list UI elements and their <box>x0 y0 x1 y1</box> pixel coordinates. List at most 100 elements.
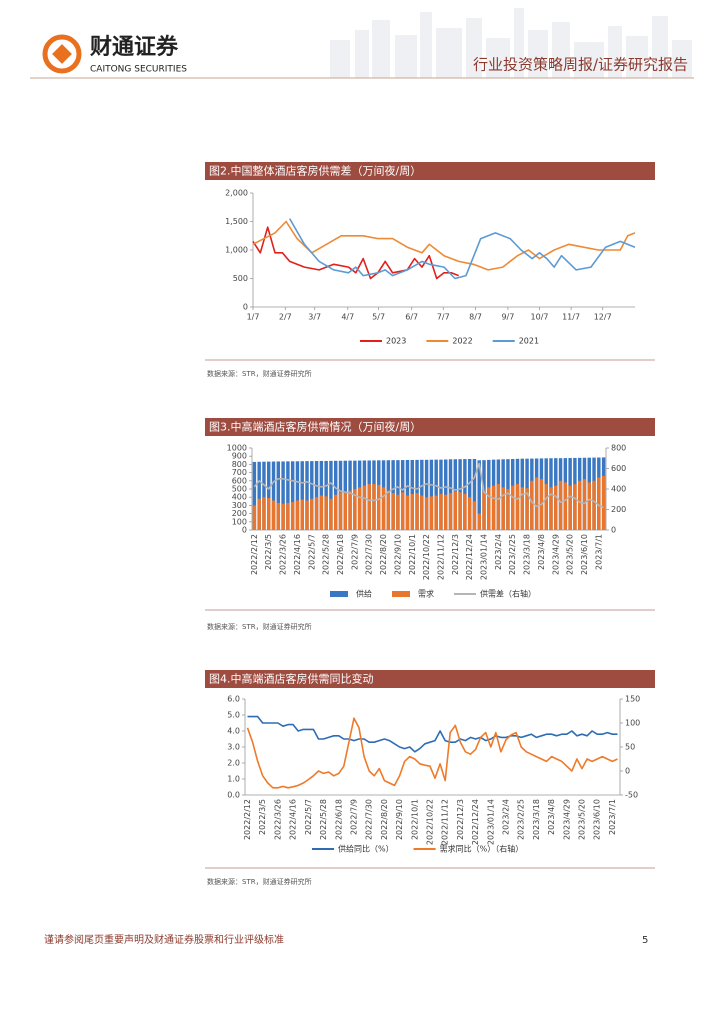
bar <box>252 461 257 530</box>
y2-tick-label: 600 <box>611 464 626 473</box>
y-tick-label: 500 <box>232 485 247 494</box>
bar <box>257 461 261 530</box>
bar <box>286 461 290 530</box>
y-tick-label: 4.0 <box>227 727 240 736</box>
bar <box>415 493 419 530</box>
bar <box>324 496 328 530</box>
bar <box>592 480 596 530</box>
bar <box>357 487 362 530</box>
y-tick-label: 1.0 <box>227 775 240 784</box>
x-tick-label: 2022/5/28 <box>322 534 331 575</box>
x-tick-label: 2023/3/18 <box>532 799 541 840</box>
footer-disclaimer: 谨请参阅尾页重要声明及财通证券股票和行业评级标准 <box>44 933 284 946</box>
x-tick-label: 2023/2/25 <box>517 799 526 840</box>
series-line <box>289 218 636 280</box>
x-tick-label: 6/7 <box>405 313 418 322</box>
bar <box>463 493 467 530</box>
legend-swatch <box>392 591 410 597</box>
bar <box>501 487 505 530</box>
y-tick-label: 100 <box>232 517 247 526</box>
bar <box>276 461 281 530</box>
legend-label: 2023 <box>386 337 406 346</box>
x-tick-label: 8/7 <box>469 313 482 322</box>
bar <box>276 502 281 530</box>
x-tick-label: 2022/7/30 <box>365 799 374 840</box>
bar <box>290 461 295 530</box>
x-tick-label: 2022/5/28 <box>319 799 328 840</box>
bar <box>510 485 515 530</box>
bar <box>405 495 410 530</box>
x-tick-label: 2022/4/16 <box>289 799 298 840</box>
x-tick-label: 12/7 <box>594 313 612 322</box>
bar <box>262 497 266 530</box>
x-tick-label: 2022/2/12 <box>243 799 252 840</box>
figure-title-bar <box>205 162 655 180</box>
bar <box>491 485 496 530</box>
bar <box>577 480 582 530</box>
bar <box>477 513 481 530</box>
bar <box>549 487 553 530</box>
y2-tick-label: -50 <box>625 791 638 800</box>
bar <box>405 459 410 530</box>
y2-tick-label: 0 <box>611 526 616 535</box>
y-tick-label: 300 <box>232 501 247 510</box>
bar <box>601 475 606 530</box>
x-tick-label: 2023/4/8 <box>537 534 546 570</box>
y-tick-label: 1000 <box>227 444 247 453</box>
y-tick-label: 0 <box>243 303 248 312</box>
x-tick-label: 2023/2/4 <box>501 799 510 835</box>
series-line <box>253 462 604 509</box>
bar <box>333 494 338 530</box>
x-tick-label: 2022/5/7 <box>304 799 313 835</box>
legend-label: 2022 <box>452 337 472 346</box>
skyline <box>330 8 692 78</box>
bar <box>534 477 539 530</box>
bar <box>329 460 333 530</box>
legend-label: 2021 <box>519 337 539 346</box>
bar <box>329 498 333 530</box>
x-tick-label: 2023/01/14 <box>480 534 489 580</box>
bar <box>568 485 572 530</box>
x-tick-label: 2022/10/22 <box>425 799 434 845</box>
y2-tick-label: 400 <box>611 485 626 494</box>
bar <box>477 460 481 530</box>
x-tick-label: 2022/11/12 <box>441 799 450 845</box>
x-tick-label: 2023/5/20 <box>577 799 586 840</box>
bar <box>271 461 276 530</box>
x-tick-label: 2022/3/5 <box>258 799 267 835</box>
x-tick-label: 2022/9/10 <box>393 534 402 575</box>
bar <box>314 461 319 530</box>
x-tick-label: 5/7 <box>372 313 385 322</box>
bar <box>267 461 271 530</box>
bar <box>271 500 276 530</box>
bar <box>377 484 381 530</box>
bar <box>544 484 548 530</box>
x-tick-label: 2/7 <box>279 313 292 322</box>
bar <box>444 494 448 530</box>
report-type: 行业投资策略周报/证券研究报告 <box>473 56 688 74</box>
x-tick-label: 2022/7/9 <box>349 799 358 835</box>
series-line <box>252 226 459 280</box>
x-tick-label: 7/7 <box>437 313 450 322</box>
bar <box>487 487 491 530</box>
x-tick-label: 4/7 <box>341 313 354 322</box>
bar <box>348 490 352 530</box>
bar <box>587 482 591 530</box>
bar <box>314 497 319 530</box>
bar <box>295 461 300 530</box>
x-tick-label: 2022/8/20 <box>379 534 388 575</box>
x-tick-label: 2022/9/10 <box>395 799 404 840</box>
x-tick-label: 2023/5/20 <box>566 534 575 575</box>
bar <box>353 489 357 530</box>
x-tick-label: 2022/11/12 <box>436 534 445 580</box>
x-tick-label: 2022/7/9 <box>350 534 359 570</box>
x-tick-label: 2022/12/24 <box>471 799 480 845</box>
x-tick-label: 2022/3/26 <box>279 534 288 575</box>
bar <box>429 496 434 530</box>
figure-title: 图2.中国整体酒店客房供需差（万间夜/周） <box>209 164 421 178</box>
figure-title: 图4.中高端酒店客房供需同比变动 <box>209 672 374 686</box>
x-tick-label: 2023/7/1 <box>594 534 603 570</box>
bar <box>257 498 261 530</box>
bar <box>300 461 304 530</box>
